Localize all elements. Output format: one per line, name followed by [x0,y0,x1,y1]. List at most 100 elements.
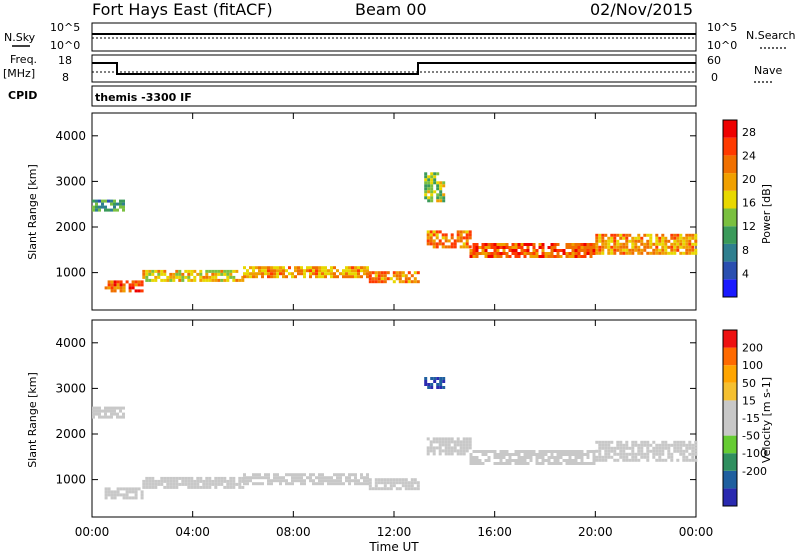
power-mark [345,269,348,273]
power-mark [568,252,572,255]
power-mark [472,255,476,258]
power-marks [92,172,698,293]
velocity-mark [511,459,515,462]
velocity-mark [427,386,431,389]
power-mark [232,269,236,273]
velocity-mark [336,482,339,486]
velocity-mark [113,412,116,416]
velocity-mark [291,482,294,486]
velocity-mark [202,485,206,489]
power-mark [607,242,611,246]
power-mark [270,269,273,273]
power-mark [122,289,126,293]
power-mark [465,242,469,246]
power-mark [348,275,351,279]
velocity-mark [351,479,354,483]
velocity-mark [357,482,360,486]
power-mark [424,172,428,176]
velocity-mark [520,462,524,465]
power-mark [664,236,668,240]
power-mark [439,199,443,203]
power-mark [351,266,354,270]
power-mark [628,239,632,243]
power-mark [613,233,617,237]
velocity-mark [181,482,185,486]
velocity-mark [312,473,315,477]
velocity-mark [432,437,436,441]
power-mark [95,199,98,203]
power-mark [190,269,194,273]
power-mark [535,249,539,252]
power-mark [673,245,677,249]
velocity-mark [229,485,233,489]
power-mark [122,286,126,290]
velocity-mark [559,456,563,459]
velocity-mark [616,440,620,444]
velocity-mark [154,485,158,489]
power-mark [523,243,527,246]
power-mark [601,248,605,252]
velocity-mark [110,406,113,410]
velocity-mark [450,449,454,453]
velocity-mark [628,458,632,462]
power-mark [107,208,110,212]
power-mark [541,252,545,255]
power-mark [487,243,491,246]
power-colorbar-tick-label: 8 [742,244,749,257]
power-mark [294,275,297,279]
power-mark [172,275,176,279]
velocity-mark [499,450,503,453]
power-colorbar-label: Power [dB] [760,184,773,244]
power-mark [429,230,433,234]
velocity-mark [505,459,509,462]
power-mark [667,245,671,249]
velocity-mark [688,452,692,456]
power-mark [676,233,680,237]
velocity-mark [571,459,575,462]
power-mark [205,278,209,282]
power-mark [589,252,593,255]
nsearch-tick-high: 10^5 [707,21,737,34]
power-mark [438,239,442,243]
power-mark [363,272,366,276]
velocity-mark [493,462,497,465]
power-mark [508,246,512,249]
velocity-mark [556,462,560,465]
velocity-mark [107,415,110,419]
velocity-mark [360,473,363,477]
power-mark [95,205,98,209]
power-mark [255,272,258,276]
power-mark [583,243,587,246]
nsearch-label: N.Search [746,29,796,42]
velocity-mark [122,406,125,410]
power-mark [649,251,653,255]
power-mark [122,199,125,203]
velocity-mark [691,452,695,456]
velocity-mark [637,458,641,462]
power-mark [104,286,108,290]
velocity-mark [413,487,417,491]
power-mark [410,280,414,284]
power-mark [276,269,279,273]
power-mark [688,233,692,237]
velocity-mark [559,462,563,465]
power-mark [574,249,578,252]
power-mark [459,239,463,243]
velocity-mark [107,487,111,491]
velocity-mark [172,485,176,489]
velocity-mark [354,473,357,477]
power-mark [598,233,602,237]
power-colorbar-frame [722,119,738,298]
power-mark [416,280,420,284]
velocity-mark [107,490,111,494]
power-mark [148,269,152,273]
velocity-mark [676,446,680,450]
power-mark [374,280,378,284]
velocity-mark [577,450,581,453]
power-mark [95,208,98,212]
power-mark [407,277,411,281]
velocity-mark [459,446,463,450]
power-mark [456,230,460,234]
velocity-mark [220,482,224,486]
